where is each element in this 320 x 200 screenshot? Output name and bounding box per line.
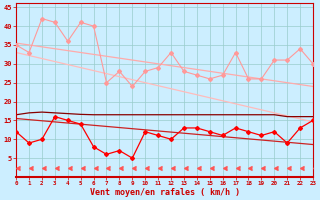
X-axis label: Vent moyen/en rafales ( km/h ): Vent moyen/en rafales ( km/h ) [90, 188, 240, 197]
